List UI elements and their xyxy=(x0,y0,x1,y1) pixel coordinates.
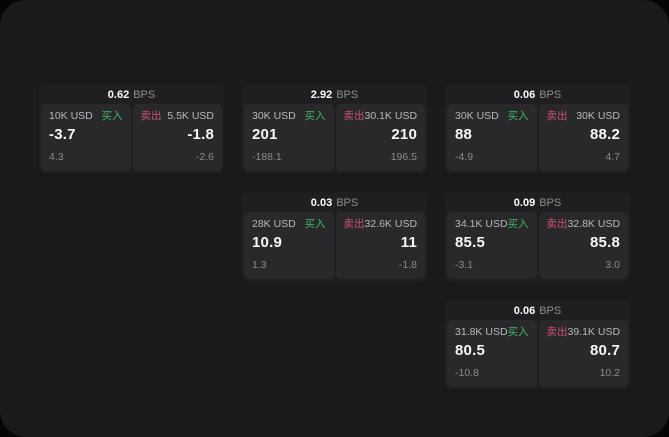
sell-delta: -2.6 xyxy=(195,151,214,163)
buy-tile[interactable]: 10K USD 买入 -3.7 4.3 xyxy=(41,104,131,171)
quote-card-body: 31.8K USD 买入 80.5 -10.8 卖出 39.1K USD 80.… xyxy=(447,320,628,387)
sell-side-label: 卖出 xyxy=(546,326,568,338)
bps-value: 0.09 xyxy=(513,197,536,209)
buy-amount: 28K USD xyxy=(252,218,296,230)
buy-value: 80.5 xyxy=(455,342,485,359)
buy-side-label: 买入 xyxy=(507,326,529,338)
buy-amount: 30K USD xyxy=(252,110,296,122)
buy-side-label: 买入 xyxy=(507,218,529,230)
bps-value: 0.06 xyxy=(513,305,536,317)
quote-card: 0.62 BPS 10K USD 买入 -3.7 4.3 卖出 5.5K USD… xyxy=(39,84,224,173)
quote-card-body: 34.1K USD 买入 85.5 -3.1 卖出 32.8K USD 85.8… xyxy=(447,212,628,279)
bps-unit-label: BPS xyxy=(336,197,359,209)
buy-amount: 10K USD xyxy=(49,110,93,122)
quote-card: 0.03 BPS 28K USD 买入 10.9 1.3 卖出 32.6K US… xyxy=(242,192,427,281)
sell-tile[interactable]: 卖出 5.5K USD -1.8 -2.6 xyxy=(132,104,222,171)
buy-value: -3.7 xyxy=(49,126,76,143)
buy-value: 10.9 xyxy=(252,234,282,251)
sell-delta: 10.2 xyxy=(599,367,620,379)
sell-delta: 3.0 xyxy=(605,259,620,271)
bps-header: 0.03 BPS xyxy=(244,194,425,212)
bps-value: 2.92 xyxy=(310,89,333,101)
buy-tile[interactable]: 28K USD 买入 10.9 1.3 xyxy=(244,212,334,279)
buy-side-label: 买入 xyxy=(507,110,529,122)
bps-value: 0.06 xyxy=(513,89,536,101)
sell-amount: 32.6K USD xyxy=(364,218,418,230)
sell-value: 11 xyxy=(400,234,417,251)
quote-card-body: 30K USD 买入 88 -4.9 卖出 30K USD 88.2 4.7 xyxy=(447,104,628,171)
bps-header: 0.09 BPS xyxy=(447,194,628,212)
sell-tile[interactable]: 卖出 32.8K USD 85.8 3.0 xyxy=(538,212,628,279)
buy-delta: -188.1 xyxy=(252,151,282,163)
buy-amount: 31.8K USD xyxy=(455,326,508,338)
buy-value: 88 xyxy=(455,126,473,143)
sell-value: 85.8 xyxy=(590,234,620,251)
buy-tile[interactable]: 30K USD 买入 88 -4.9 xyxy=(447,104,537,171)
quote-card-body: 10K USD 买入 -3.7 4.3 卖出 5.5K USD -1.8 -2.… xyxy=(41,104,222,171)
sell-amount: 30.1K USD xyxy=(364,110,418,122)
quote-card: 2.92 BPS 30K USD 买入 201 -188.1 卖出 30.1K … xyxy=(242,84,427,173)
buy-tile[interactable]: 30K USD 买入 201 -188.1 xyxy=(244,104,334,171)
buy-delta: -3.1 xyxy=(455,259,474,271)
bps-header: 0.62 BPS xyxy=(41,86,222,104)
bps-value: 0.03 xyxy=(310,197,333,209)
bps-unit-label: BPS xyxy=(539,305,562,317)
bps-header: 0.06 BPS xyxy=(447,302,628,320)
sell-amount: 32.8K USD xyxy=(567,218,621,230)
quote-card-body: 30K USD 买入 201 -188.1 卖出 30.1K USD 210 1… xyxy=(244,104,425,171)
bps-unit-label: BPS xyxy=(336,89,359,101)
sell-side-label: 卖出 xyxy=(343,218,365,230)
sell-value: 80.7 xyxy=(590,342,620,359)
buy-delta: -4.9 xyxy=(455,151,474,163)
buy-value: 85.5 xyxy=(455,234,485,251)
sell-value: 210 xyxy=(391,126,417,143)
sell-amount: 39.1K USD xyxy=(567,326,621,338)
sell-tile[interactable]: 卖出 32.6K USD 11 -1.8 xyxy=(335,212,425,279)
buy-tile[interactable]: 34.1K USD 买入 85.5 -3.1 xyxy=(447,212,537,279)
buy-side-label: 买入 xyxy=(101,110,123,122)
buy-delta: -10.8 xyxy=(455,367,479,379)
sell-delta: -1.8 xyxy=(398,259,417,271)
bps-header: 2.92 BPS xyxy=(244,86,425,104)
sell-side-label: 卖出 xyxy=(343,110,365,122)
sell-side-label: 卖出 xyxy=(546,110,568,122)
bps-header: 0.06 BPS xyxy=(447,86,628,104)
sell-value: 88.2 xyxy=(590,126,620,143)
sell-amount: 5.5K USD xyxy=(167,110,214,122)
sell-side-label: 卖出 xyxy=(140,110,162,122)
quote-card: 0.09 BPS 34.1K USD 买入 85.5 -3.1 卖出 32.8K… xyxy=(445,192,630,281)
buy-amount: 34.1K USD xyxy=(455,218,508,230)
sell-amount: 30K USD xyxy=(576,110,620,122)
buy-delta: 4.3 xyxy=(49,151,64,163)
quote-card: 0.06 BPS 30K USD 买入 88 -4.9 卖出 30K USD 8… xyxy=(445,84,630,173)
sell-tile[interactable]: 卖出 30K USD 88.2 4.7 xyxy=(538,104,628,171)
buy-side-label: 买入 xyxy=(304,218,326,230)
sell-value: -1.8 xyxy=(187,126,214,143)
buy-delta: 1.3 xyxy=(252,259,267,271)
quote-card-body: 28K USD 买入 10.9 1.3 卖出 32.6K USD 11 -1.8 xyxy=(244,212,425,279)
buy-value: 201 xyxy=(252,126,278,143)
sell-tile[interactable]: 卖出 30.1K USD 210 196.5 xyxy=(335,104,425,171)
bps-unit-label: BPS xyxy=(539,89,562,101)
buy-amount: 30K USD xyxy=(455,110,499,122)
bps-value: 0.62 xyxy=(107,89,130,101)
sell-tile[interactable]: 卖出 39.1K USD 80.7 10.2 xyxy=(538,320,628,387)
sell-delta: 196.5 xyxy=(390,151,417,163)
sell-side-label: 卖出 xyxy=(546,218,568,230)
buy-side-label: 买入 xyxy=(304,110,326,122)
buy-tile[interactable]: 31.8K USD 买入 80.5 -10.8 xyxy=(447,320,537,387)
quote-card: 0.06 BPS 31.8K USD 买入 80.5 -10.8 卖出 39.1… xyxy=(445,300,630,389)
sell-delta: 4.7 xyxy=(605,151,620,163)
bps-unit-label: BPS xyxy=(539,197,562,209)
bps-unit-label: BPS xyxy=(133,89,156,101)
